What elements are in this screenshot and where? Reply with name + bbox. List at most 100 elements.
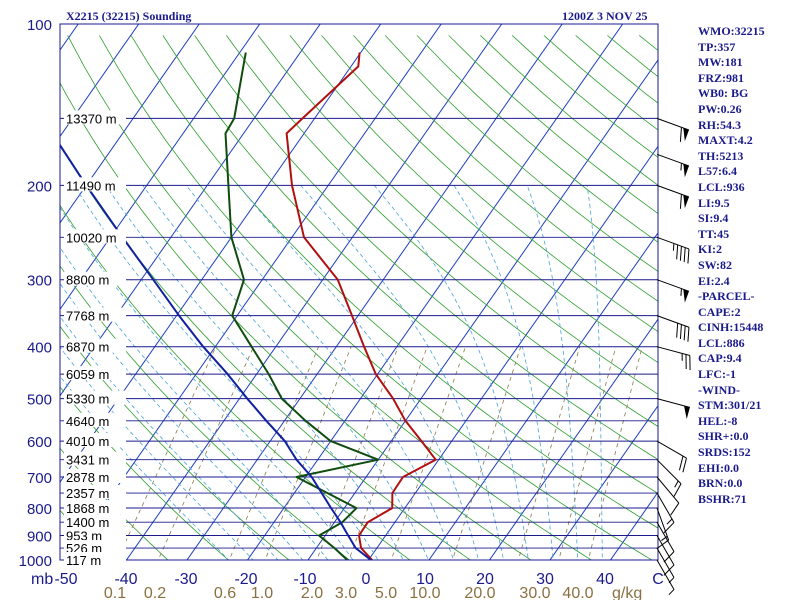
mixing-ratio-label: 0.6 bbox=[214, 585, 236, 600]
mixing-ratio-label: 0.1 bbox=[104, 585, 126, 600]
isotherm-line bbox=[125, 24, 503, 560]
mixing-ratio-line bbox=[157, 346, 254, 560]
temperature-tick-label: -40 bbox=[114, 571, 137, 588]
isotherm-line bbox=[246, 24, 624, 560]
dry-adiabat-line bbox=[353, 35, 658, 302]
dry-adiabat-line bbox=[60, 265, 351, 560]
index-line: TH:5213 bbox=[698, 148, 744, 163]
index-line: STM:301/21 bbox=[698, 398, 762, 413]
mixing-ratio-label: 5.0 bbox=[375, 585, 397, 600]
height-label: 4640 m bbox=[66, 414, 109, 429]
index-line: FRZ:981 bbox=[698, 70, 744, 85]
wind-barb bbox=[656, 117, 690, 142]
wind-barb bbox=[656, 346, 691, 371]
index-line: HEL:-8 bbox=[698, 413, 738, 428]
moist-adiabat-line bbox=[105, 185, 404, 560]
wind-barb bbox=[656, 440, 687, 473]
index-line: WB0: BG bbox=[698, 86, 749, 101]
pressure-tick-label: 100 bbox=[27, 17, 52, 34]
wind-barb bbox=[656, 398, 690, 419]
pressure-tick-label: 700 bbox=[27, 470, 52, 487]
index-line: EHI:0.0 bbox=[698, 460, 740, 475]
isotherm-line bbox=[488, 318, 658, 560]
wind-barb bbox=[656, 507, 670, 550]
wind-barb bbox=[656, 559, 675, 596]
index-line: LCL:936 bbox=[698, 179, 745, 194]
height-label: 6059 m bbox=[66, 367, 109, 382]
height-label: 1400 m bbox=[66, 515, 109, 530]
index-line: MW:181 bbox=[698, 55, 743, 70]
mixing-ratio-label: 40.0 bbox=[562, 585, 593, 600]
isotherm-line bbox=[549, 404, 658, 560]
temperature-tick-label: -10 bbox=[293, 571, 316, 588]
moist-adiabat-line bbox=[373, 185, 529, 560]
index-line: SRDS:152 bbox=[698, 445, 751, 460]
index-line: TT:45 bbox=[698, 226, 730, 241]
moist-adiabat-line bbox=[526, 185, 579, 560]
moist-adiabat-line bbox=[73, 185, 379, 560]
isotherm-line bbox=[367, 145, 658, 560]
wind-barb bbox=[656, 535, 675, 576]
wind-barb bbox=[656, 184, 690, 209]
dry-adiabat-line bbox=[67, 35, 593, 560]
dry-adiabat-line bbox=[60, 325, 290, 560]
dry-adiabat-line bbox=[99, 35, 653, 560]
moist-adiabat-line bbox=[60, 375, 230, 560]
index-line: SHR+:0.0 bbox=[698, 429, 749, 444]
moist-adiabat-line bbox=[60, 206, 354, 560]
pressure-tick-label: 1000 bbox=[19, 553, 52, 570]
pressure-tick-label: 500 bbox=[27, 392, 52, 409]
mixing-ratio-line bbox=[587, 346, 643, 560]
index-line: LI:9.5 bbox=[698, 195, 730, 210]
index-line: WMO:32215 bbox=[698, 24, 765, 38]
pressure-tick-label: 900 bbox=[27, 528, 52, 545]
dry-adiabat-line bbox=[162, 35, 658, 494]
index-line: KI:2 bbox=[698, 242, 722, 257]
temperature-tick-label: -20 bbox=[234, 571, 257, 588]
isotherm-line bbox=[428, 231, 658, 560]
index-line: EI:2.4 bbox=[698, 273, 730, 288]
moist-adiabat-line bbox=[586, 185, 603, 560]
index-line: -PARCEL- bbox=[698, 289, 755, 304]
moist-adiabat-line bbox=[237, 185, 480, 560]
wind-barb bbox=[656, 476, 680, 516]
moist-adiabat-line bbox=[300, 185, 504, 560]
pressure-tick-label: 800 bbox=[27, 501, 52, 518]
height-label: 5330 m bbox=[66, 392, 109, 407]
isotherm-line bbox=[307, 59, 658, 560]
temperature-profile bbox=[285, 52, 437, 560]
height-label: 3431 m bbox=[66, 453, 109, 468]
mixing-ratio-label: 10.0 bbox=[409, 585, 440, 600]
pressure-unit-label: mb bbox=[31, 571, 53, 588]
height-label: 2878 m bbox=[66, 470, 109, 485]
dry-adiabat-line bbox=[60, 386, 230, 560]
wind-barb bbox=[656, 459, 682, 497]
mixing-ratio-label: 30.0 bbox=[519, 585, 550, 600]
dry-adiabat-line bbox=[60, 82, 532, 560]
dry-adiabat-line bbox=[130, 35, 658, 529]
temperature-tick-label: -30 bbox=[174, 571, 197, 588]
wind-barb bbox=[656, 236, 690, 264]
moist-adiabat-line bbox=[60, 282, 304, 560]
dry-adiabat-line bbox=[289, 35, 658, 364]
mixing-ratio-line bbox=[264, 346, 352, 560]
index-line: CAPE:2 bbox=[698, 304, 741, 319]
dry-adiabat-line bbox=[257, 35, 658, 395]
wind-barb bbox=[656, 153, 690, 178]
index-line: BRN:0.0 bbox=[698, 476, 743, 491]
dry-adiabat-line bbox=[60, 447, 169, 560]
height-label: 7768 m bbox=[66, 309, 109, 324]
dry-adiabat-line bbox=[384, 35, 658, 272]
pressure-tick-label: 200 bbox=[27, 178, 52, 195]
height-label: 4010 m bbox=[66, 434, 109, 449]
mixing-ratio-label: 0.2 bbox=[144, 585, 166, 600]
height-label: 10020 m bbox=[66, 230, 117, 245]
dry-adiabat-line bbox=[60, 204, 411, 560]
index-line: SW:82 bbox=[698, 257, 733, 272]
height-label: 11490 m bbox=[66, 178, 116, 193]
height-label: 8800 m bbox=[66, 273, 109, 288]
height-label: 2357 m bbox=[66, 486, 109, 501]
moist-adiabat-line bbox=[60, 315, 279, 560]
height-label: 6870 m bbox=[66, 340, 109, 355]
index-line: -WIND- bbox=[698, 382, 740, 397]
